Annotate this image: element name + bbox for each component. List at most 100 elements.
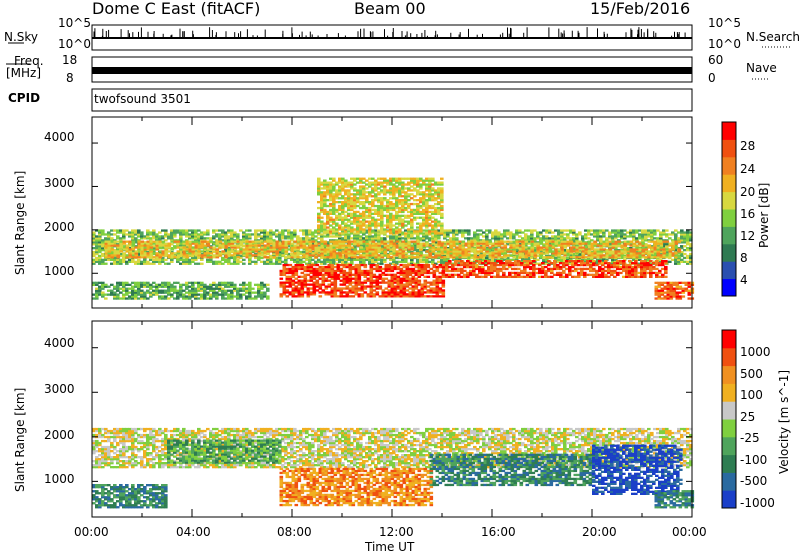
data-cell [557,235,561,238]
data-cell [365,229,369,232]
data-cell [140,240,145,243]
data-cell [476,239,480,242]
data-cell [161,260,165,263]
data-cell [548,237,552,240]
data-cell [179,241,183,244]
data-cell [635,250,639,254]
data-cell [170,231,174,234]
data-cell [545,260,549,263]
data-cell [146,231,150,234]
data-cell [542,258,546,261]
data-cell [173,229,177,232]
data-cell [326,260,330,263]
data-cell [152,229,156,232]
data-cell [324,287,329,290]
data-cell [569,258,573,261]
data-cell [686,239,690,242]
data-cell [155,239,159,242]
data-cell [305,233,309,236]
data-cell [119,237,123,240]
data-cell [122,237,126,240]
data-cell [275,250,280,253]
data-cell [335,254,339,258]
data-cell [665,250,669,254]
data-cell [548,231,552,234]
data-cell [574,269,578,273]
data-cell [488,258,492,261]
data-cell [377,239,381,242]
data-cell [140,233,144,236]
data-cell [254,243,258,246]
data-cell [485,237,489,240]
data-cell [620,237,624,240]
data-cell [323,258,327,261]
data-cell [122,231,126,234]
data-cell [665,243,669,246]
data-cell [122,235,126,238]
data-cell [347,256,351,260]
data-cell [360,295,365,298]
data-cell [269,237,273,240]
data-cell [356,235,360,238]
data-cell [476,241,480,244]
data-cell [665,252,669,256]
data-cell [314,231,318,234]
data-cell [134,241,138,244]
data-cell [107,250,112,253]
data-cell [95,229,99,232]
data-cell [257,235,261,238]
power-ytick: 4000 [44,130,75,144]
data-cell [110,250,114,254]
data-cell [554,237,558,240]
data-cell [557,241,561,244]
data-cell [404,252,409,255]
data-cell [446,231,450,234]
data-cell [449,231,453,234]
data-cell [179,237,183,240]
data-cell [425,262,429,265]
data-cell [287,229,291,232]
data-cell [302,233,306,236]
data-cell [368,239,372,242]
freq-panel [6,56,770,83]
data-cell [608,247,612,250]
data-cell [487,260,491,263]
data-cell [545,231,549,234]
data-cell [410,237,414,240]
data-cell [437,237,441,240]
data-cell [95,245,99,248]
data-cell [455,229,459,232]
data-cell [116,254,121,257]
data-cell [620,229,624,232]
data-cell [281,237,285,240]
data-cell [131,254,135,258]
data-cell [110,237,114,240]
data-cell [629,243,633,246]
data-cell [482,256,486,260]
data-cell [260,252,264,256]
data-cell [458,243,462,246]
data-cell [152,231,156,234]
data-cell [227,237,231,240]
data-cell [686,262,690,265]
data-cell [554,256,558,260]
data-cell [562,269,566,273]
data-cell [413,249,417,252]
data-cell [443,241,447,244]
data-cell [617,249,621,252]
data-cell [296,262,300,265]
data-cell [362,245,366,248]
data-cell [362,252,366,256]
data-cell [524,245,528,248]
data-cell [128,235,132,238]
data-cell [95,243,99,246]
data-cell [107,244,112,247]
data-cell [254,237,258,240]
data-cell [464,231,468,234]
data-cell [422,239,426,242]
data-cell [323,262,327,265]
data-cell [158,258,162,261]
data-cell [575,254,579,258]
data-cell [266,260,270,263]
data-cell [557,243,561,246]
